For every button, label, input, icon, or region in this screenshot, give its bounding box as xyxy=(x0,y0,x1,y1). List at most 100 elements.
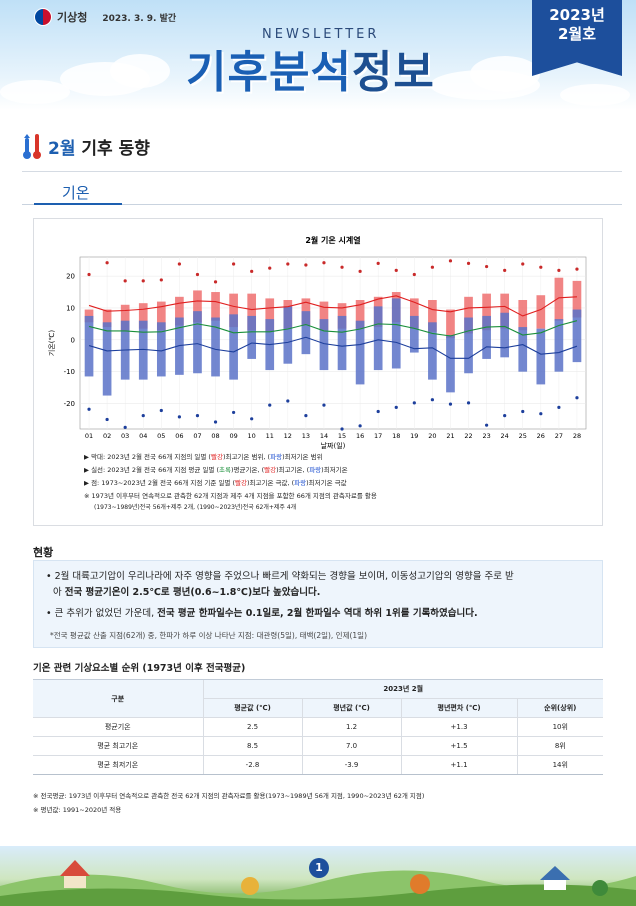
y-tick-label: -20 xyxy=(64,400,75,408)
x-tick-label: 12 xyxy=(284,432,292,440)
chart-panel: 2월 기온 시계열 -20 -10 0 10 20 기온(℃) 01 02 03 04 05 06 07 0… xyxy=(33,218,603,526)
max-temp-range-bar xyxy=(265,298,275,332)
legend-text: )평균기온, ( xyxy=(230,466,265,474)
tab-temperature[interactable]: 기온 xyxy=(62,184,90,202)
y-tick-label: -10 xyxy=(64,368,75,376)
max-temp-range-bar xyxy=(229,293,238,328)
legend-dots: ▶ 점: 1973~2023년 2월 전국 66개 지점 기준 일별 (빨강)최… xyxy=(84,477,347,487)
ranking-table: 구분 2023년 2월 평균값 (℃) 평년값 (℃) 평년편차 (℃) 순위(… xyxy=(33,679,603,775)
record-max-point xyxy=(539,265,543,269)
legend-text: )최저기온 xyxy=(321,466,348,474)
legend-text: )최저기온 범위 xyxy=(282,453,323,461)
x-tick-label: 13 xyxy=(302,432,310,440)
record-min-point xyxy=(340,427,344,431)
x-tick-label: 08 xyxy=(211,432,219,440)
record-min-point xyxy=(177,415,181,419)
record-max-point xyxy=(213,280,218,284)
max-temp-range-bar xyxy=(500,293,510,329)
x-tick-label: 26 xyxy=(537,432,545,440)
record-min-point xyxy=(159,408,163,413)
max-temp-range-bar xyxy=(156,301,166,331)
record-min-point xyxy=(123,425,127,430)
min-temp-range-bar xyxy=(391,298,401,369)
table-cell: +1.1 xyxy=(400,755,518,775)
record-max-point xyxy=(250,269,254,273)
x-tick-label: 05 xyxy=(157,432,165,440)
table-cell: 8위 xyxy=(516,736,603,756)
record-min-point xyxy=(557,405,561,409)
y-tick-label: 0 xyxy=(71,336,75,344)
min-temp-range-bar xyxy=(102,322,112,396)
table-cell: 8.5 xyxy=(202,736,303,756)
title-part-b: 정보 xyxy=(351,47,435,98)
record-min-point xyxy=(521,409,525,414)
table-row: 평균기온 2.5 1.2 +1.3 10위 xyxy=(33,717,603,737)
x-axis-label: 날짜(일) xyxy=(321,441,346,450)
x-tick-label: 24 xyxy=(501,432,509,440)
legend-note-sub: (1973~1989년)전국 56개+제주 2개, (1990~2023년)전국… xyxy=(94,504,297,511)
table-cell: 10위 xyxy=(516,717,603,737)
record-min-point xyxy=(322,403,326,407)
x-tick-label: 27 xyxy=(555,432,563,440)
legend-text: )최고기온 극값, ( xyxy=(247,479,295,487)
max-temp-range-bar xyxy=(84,309,94,323)
record-max-point xyxy=(448,259,453,263)
landscape-illustration xyxy=(0,860,636,906)
summary-bullet-1-cont: 아 전국 평균기온이 2.5℃로 평년(0.6~1.8℃)보다 높았습니다. xyxy=(53,585,603,601)
record-max-point xyxy=(485,264,489,269)
x-tick-label: 14 xyxy=(320,432,328,440)
table-cell: 7.0 xyxy=(301,736,402,756)
min-temp-range-bar xyxy=(138,320,148,380)
footer-illustration xyxy=(0,846,636,906)
record-min-point xyxy=(539,412,543,416)
record-min-point xyxy=(448,402,453,406)
title-part-a: 기후분석 xyxy=(186,47,352,98)
record-min-point xyxy=(358,424,362,428)
table-cell: 1.2 xyxy=(301,717,402,737)
x-tick-label: 22 xyxy=(464,432,472,440)
record-min-point xyxy=(268,403,272,407)
x-tick-label: 19 xyxy=(410,432,418,440)
record-max-point xyxy=(304,263,308,267)
record-min-point xyxy=(286,399,290,403)
summary-emphasis: 전국 평균 한파일수는 0.1일로, 2월 한파일수 역대 하위 1위를 기록하… xyxy=(157,608,478,619)
chart-title: 2월 기온 시계열 xyxy=(305,235,360,245)
x-tick-label: 10 xyxy=(248,432,256,440)
min-temp-range-bar xyxy=(84,315,94,377)
x-tick-label: 11 xyxy=(266,432,274,440)
legend-text: ▶ 실선: 2023년 2월 전국 66개 지점 평균 일별 ( xyxy=(84,466,220,474)
record-max-point xyxy=(87,272,91,277)
min-temp-range-bar xyxy=(211,317,220,377)
max-temp-range-bar xyxy=(572,280,582,318)
max-temp-range-bar xyxy=(464,296,473,334)
legend-text: 빨강 xyxy=(210,453,223,461)
max-temp-range-bar xyxy=(175,296,184,326)
record-max-point xyxy=(322,261,326,265)
min-temp-range-bar xyxy=(193,311,202,374)
min-temp-range-bar xyxy=(373,306,383,371)
record-min-point xyxy=(87,407,91,411)
min-temp-range-bar xyxy=(355,320,365,385)
min-temp-range-bar xyxy=(283,306,293,364)
table-cell: 평균기온 xyxy=(33,717,203,737)
legend-text: 파랑 xyxy=(270,453,283,461)
table-header-cell: 순위(상위) xyxy=(516,698,603,718)
record-min-point xyxy=(575,396,579,400)
x-tick-label: 25 xyxy=(519,432,527,440)
max-temp-range-bar xyxy=(428,300,437,332)
x-tick-label: 18 xyxy=(392,432,400,440)
series-line xyxy=(88,336,578,359)
record-max-point xyxy=(358,269,362,273)
newsletter-title: 기후분석정보 xyxy=(186,36,435,100)
legend-text: )최저기온 극값 xyxy=(306,479,347,487)
min-temp-range-bar xyxy=(554,319,564,372)
record-max-point xyxy=(268,266,272,270)
table-cell: 평균 최고기온 xyxy=(33,736,203,756)
table-cell: +1.5 xyxy=(400,736,518,756)
table-row: 평균 최고기온 8.5 7.0 +1.5 8위 xyxy=(33,736,603,756)
x-tick-label: 21 xyxy=(446,432,454,440)
summary-text: • 큰 추위가 없었던 가운데, xyxy=(46,608,158,619)
newsletter-label: NEWSLETTER xyxy=(262,27,380,42)
max-temp-range-bar xyxy=(102,309,112,328)
